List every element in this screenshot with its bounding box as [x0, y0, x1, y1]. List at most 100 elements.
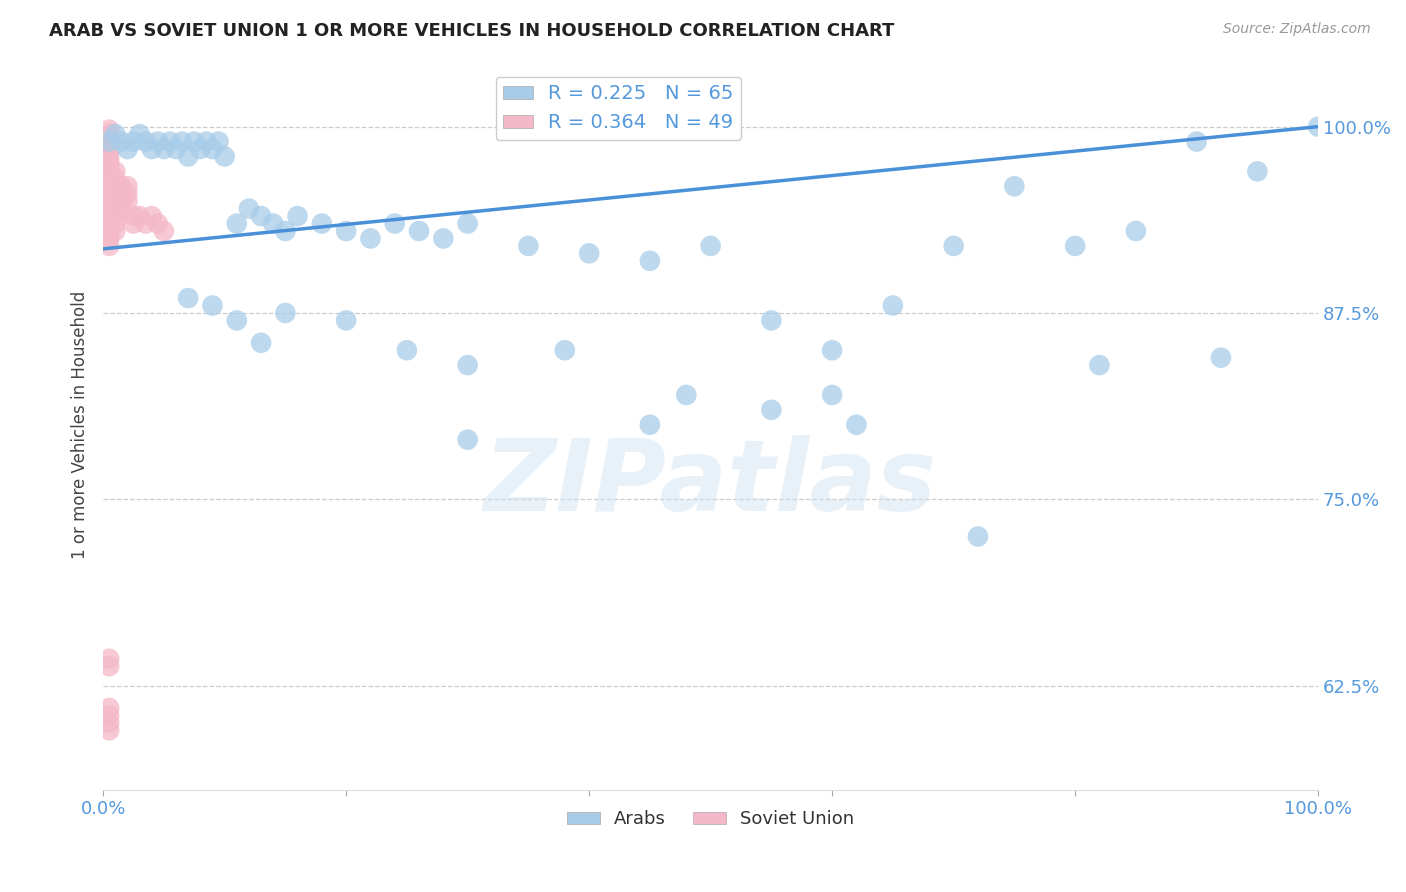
- Point: [98, 142, 121, 156]
- Point: [98, 231, 121, 245]
- Point: [287, 209, 309, 223]
- Point: [98, 171, 121, 186]
- Point: [395, 343, 418, 358]
- Point: [201, 299, 224, 313]
- Point: [98, 122, 121, 136]
- Point: [146, 135, 169, 149]
- Point: [122, 209, 145, 223]
- Text: ZIPatlas: ZIPatlas: [484, 434, 938, 532]
- Point: [821, 388, 844, 402]
- Point: [153, 142, 176, 156]
- Point: [761, 313, 783, 327]
- Point: [457, 358, 479, 372]
- Point: [821, 343, 844, 358]
- Point: [1064, 239, 1087, 253]
- Point: [98, 179, 121, 194]
- Point: [110, 179, 132, 194]
- Point: [250, 209, 273, 223]
- Point: [1002, 179, 1025, 194]
- Text: ARAB VS SOVIET UNION 1 OR MORE VEHICLES IN HOUSEHOLD CORRELATION CHART: ARAB VS SOVIET UNION 1 OR MORE VEHICLES …: [49, 22, 894, 40]
- Point: [225, 217, 247, 231]
- Point: [104, 194, 127, 209]
- Point: [135, 135, 157, 149]
- Point: [675, 388, 697, 402]
- Point: [128, 127, 150, 141]
- Point: [250, 335, 273, 350]
- Point: [117, 186, 139, 201]
- Point: [554, 343, 576, 358]
- Point: [98, 194, 121, 209]
- Point: [104, 217, 127, 231]
- Point: [104, 224, 127, 238]
- Point: [98, 167, 121, 181]
- Point: [274, 224, 297, 238]
- Point: [1308, 120, 1330, 134]
- Point: [117, 194, 139, 209]
- Point: [1185, 135, 1208, 149]
- Point: [238, 202, 260, 216]
- Point: [98, 659, 121, 673]
- Point: [110, 194, 132, 209]
- Point: [638, 253, 661, 268]
- Point: [177, 149, 200, 163]
- Point: [207, 135, 229, 149]
- Point: [638, 417, 661, 432]
- Point: [457, 433, 479, 447]
- Point: [311, 217, 333, 231]
- Point: [201, 142, 224, 156]
- Point: [195, 135, 218, 149]
- Point: [98, 137, 121, 152]
- Point: [335, 313, 357, 327]
- Point: [104, 209, 127, 223]
- Point: [98, 186, 121, 201]
- Point: [384, 217, 406, 231]
- Text: Source: ZipAtlas.com: Source: ZipAtlas.com: [1223, 22, 1371, 37]
- Point: [1246, 164, 1268, 178]
- Point: [135, 217, 157, 231]
- Point: [146, 217, 169, 231]
- Point: [98, 127, 121, 141]
- Point: [177, 291, 200, 305]
- Point: [98, 131, 121, 145]
- Point: [110, 202, 132, 216]
- Point: [153, 224, 176, 238]
- Point: [159, 135, 181, 149]
- Point: [408, 224, 430, 238]
- Point: [98, 153, 121, 167]
- Point: [98, 157, 121, 171]
- Point: [128, 209, 150, 223]
- Point: [104, 186, 127, 201]
- Point: [165, 142, 187, 156]
- Point: [110, 186, 132, 201]
- Point: [942, 239, 965, 253]
- Point: [845, 417, 868, 432]
- Point: [359, 231, 381, 245]
- Point: [1125, 224, 1147, 238]
- Point: [1088, 358, 1111, 372]
- Point: [262, 217, 284, 231]
- Point: [98, 146, 121, 161]
- Point: [122, 135, 145, 149]
- Point: [335, 224, 357, 238]
- Point: [104, 202, 127, 216]
- Point: [141, 142, 163, 156]
- Point: [967, 530, 990, 544]
- Point: [104, 127, 127, 141]
- Legend: Arabs, Soviet Union: Arabs, Soviet Union: [560, 803, 862, 836]
- Point: [183, 135, 205, 149]
- Point: [98, 715, 121, 730]
- Point: [699, 239, 721, 253]
- Point: [104, 179, 127, 194]
- Point: [432, 231, 454, 245]
- Point: [225, 313, 247, 327]
- Point: [104, 171, 127, 186]
- Point: [98, 217, 121, 231]
- Point: [122, 217, 145, 231]
- Point: [98, 723, 121, 738]
- Point: [188, 142, 211, 156]
- Point: [104, 164, 127, 178]
- Point: [98, 224, 121, 238]
- Point: [761, 402, 783, 417]
- Point: [274, 306, 297, 320]
- Point: [117, 179, 139, 194]
